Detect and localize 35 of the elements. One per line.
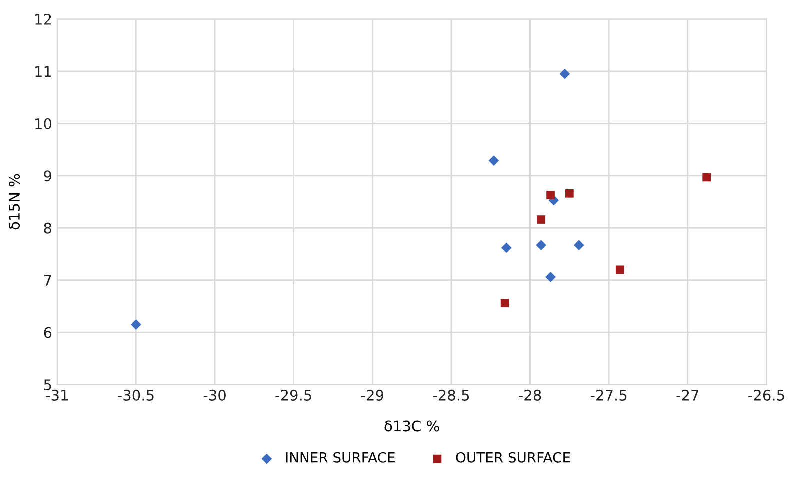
y-tick-label: 12	[36, 14, 52, 25]
x-tick-label: -30.5	[118, 390, 154, 401]
y-tick-label: 6	[44, 327, 52, 338]
x-tick-label: -27.5	[590, 390, 627, 401]
x-tick-label: -29	[361, 390, 384, 401]
y-tick-label: 10	[36, 118, 52, 130]
y-tick-label: 5	[44, 380, 52, 391]
point	[131, 320, 142, 330]
point	[537, 216, 546, 224]
legend-label: OUTER SURFACE	[456, 452, 570, 463]
x-tick-label: -27	[676, 390, 699, 401]
y-axis-title: δ15N %	[9, 174, 20, 230]
point	[560, 68, 570, 80]
point	[616, 266, 624, 274]
x-tick-label: -28	[519, 390, 542, 401]
x-tick-label: -30	[204, 390, 226, 401]
point	[702, 173, 711, 182]
y-tick-label: 8	[44, 222, 52, 234]
y-tick-label: 7	[44, 275, 52, 286]
point	[574, 240, 584, 251]
point	[546, 191, 555, 200]
point	[566, 189, 574, 198]
x-tick-label: -28.5	[433, 390, 470, 401]
x-axis-title: δ13C %	[384, 420, 440, 432]
x-tick-label: -26.5	[748, 390, 784, 401]
point	[546, 272, 556, 282]
x-tick-label: -31	[46, 390, 68, 401]
y-tick-label: 9	[44, 170, 52, 182]
point	[501, 242, 512, 254]
point	[536, 240, 546, 251]
y-tick-label: 11	[36, 66, 52, 78]
point	[488, 156, 500, 166]
x-tick-label: -29.5	[276, 390, 312, 401]
legend-label: INNER SURFACE	[286, 452, 395, 463]
point	[500, 299, 510, 308]
